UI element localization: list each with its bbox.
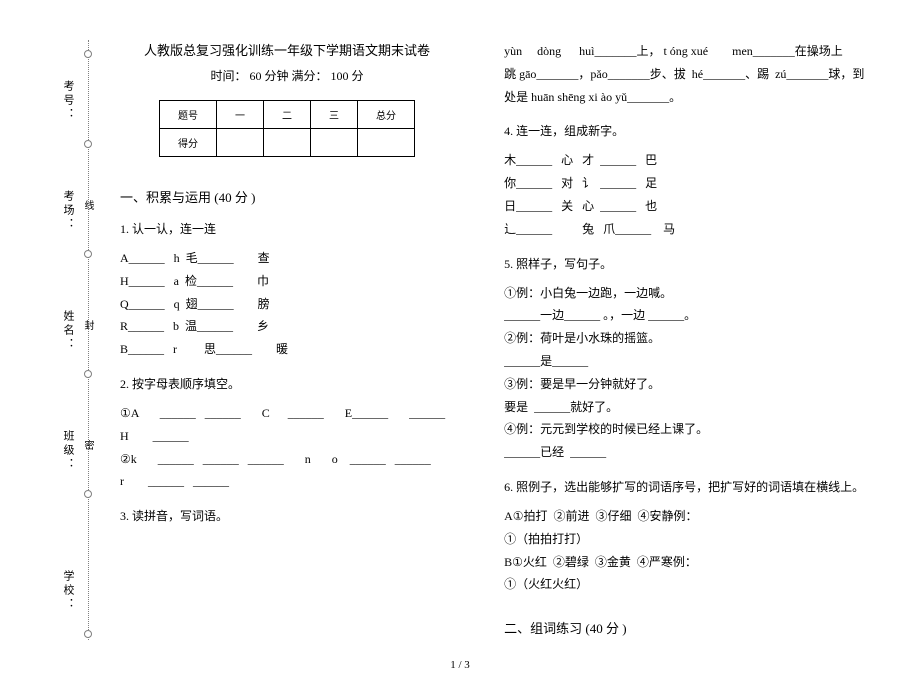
- q2-line: ①A ______ ______ C ______ E______ ______: [120, 402, 454, 425]
- question-1: 1. 认一认，连一连: [120, 220, 454, 237]
- pinyin-line: 跳 gāo_______，pǎo_______步、拔 hé_______、踢 z…: [504, 63, 910, 86]
- q2-line: ②k ______ ______ ______ n o ______ _____…: [120, 448, 454, 471]
- question-3: 3. 读拼音，写词语。: [120, 507, 454, 524]
- binding-edge: 考号： 考场： 姓名： 班级： 学校： 线封密: [0, 0, 95, 681]
- binding-circle: [84, 490, 92, 498]
- q1-line: H______ a 检______ 巾: [120, 270, 454, 293]
- exam-title: 人教版总复习强化训练一年级下学期语文期末试卷: [120, 40, 454, 59]
- q4-line: 辶______ 兔 爪______ 马: [504, 218, 910, 241]
- column-right: yùn dòng huì_______上， t óng xué men_____…: [504, 40, 920, 681]
- question-5: 5. 照样子，写句子。: [504, 255, 910, 272]
- pinyin-line: yùn dòng huì_______上， t óng xué men_____…: [504, 40, 910, 63]
- binding-label: 学校：: [60, 570, 76, 612]
- q1-line: A______ h 毛______ 查: [120, 247, 454, 270]
- binding-circle: [84, 630, 92, 638]
- q5-line: ②例：荷叶是小水珠的摇篮。: [504, 327, 910, 350]
- binding-label: 考号：: [60, 80, 76, 122]
- q5-line: ______是______: [504, 350, 910, 373]
- score-header-cell: 总分: [358, 101, 415, 129]
- question-2: 2. 按字母表顺序填空。: [120, 375, 454, 392]
- binding-circle: [84, 370, 92, 378]
- q1-line: Q______ q 翅______ 膀: [120, 293, 454, 316]
- binding-seal-char: 封: [80, 320, 95, 330]
- q5-line: ③例：要是早一分钟就好了。: [504, 373, 910, 396]
- column-left: 人教版总复习强化训练一年级下学期语文期末试卷 时间： 60 分钟 满分： 100…: [120, 40, 464, 681]
- exam-subtitle: 时间： 60 分钟 满分： 100 分: [120, 67, 454, 84]
- binding-label: 姓名：: [60, 310, 76, 352]
- binding-circle: [84, 50, 92, 58]
- dotted-fold-line: [88, 40, 89, 640]
- binding-label: 班级：: [60, 430, 76, 472]
- q4-line: 木______ 心 才 ______ 巴: [504, 149, 910, 172]
- binding-label: 考场：: [60, 190, 76, 232]
- score-blank-cell: [264, 129, 311, 157]
- score-blank-cell: [358, 129, 415, 157]
- score-row-label: 得分: [160, 129, 217, 157]
- q5-line: ______已经 ______: [504, 441, 910, 464]
- section-2-heading: 二、组词练习 (40 分 ): [504, 618, 910, 637]
- binding-seal-char: 线: [80, 200, 95, 210]
- binding-seal-char: 密: [80, 440, 95, 450]
- q5-line: ④例：元元到学校的时候已经上课了。: [504, 418, 910, 441]
- q5-line: ①例：小白兔一边跑，一边喊。: [504, 282, 910, 305]
- q5-line: ______一边______ 。，一边 ______。: [504, 304, 910, 327]
- page-number: 1 / 3: [0, 659, 920, 671]
- q2-line: r ______ ______: [120, 470, 454, 493]
- binding-circle: [84, 250, 92, 258]
- section-1-heading: 一、积累与运用 (40 分 ): [120, 187, 454, 206]
- score-header-cell: 题号: [160, 101, 217, 129]
- score-blank-cell: [217, 129, 264, 157]
- q1-line: R______ b 温______ 乡: [120, 315, 454, 338]
- score-header-cell: 三: [311, 101, 358, 129]
- score-header-cell: 二: [264, 101, 311, 129]
- q6-line: A①拍打 ②前进 ③仔细 ④安静例：: [504, 505, 910, 528]
- page-content: 人教版总复习强化训练一年级下学期语文期末试卷 时间： 60 分钟 满分： 100…: [120, 40, 920, 681]
- q6-line: B①火红 ②碧绿 ③金黄 ④严寒例：: [504, 551, 910, 574]
- q4-line: 日______ 关 心 ______ 也: [504, 195, 910, 218]
- q6-line: ①（拍拍打打）: [504, 528, 910, 551]
- q4-line: 你______ 对 讠 ______ 足: [504, 172, 910, 195]
- q6-line: ①（火红火红）: [504, 573, 910, 596]
- binding-circle: [84, 140, 92, 148]
- q2-line: H ______: [120, 425, 454, 448]
- score-header-cell: 一: [217, 101, 264, 129]
- question-6: 6. 照例子，选出能够扩写的词语序号，把扩写好的词语填在横线上。: [504, 478, 910, 495]
- score-table: 题号一二三总分 得分: [159, 100, 415, 157]
- pinyin-line: 处是 huān shēng xi ào yǔ_______。: [504, 86, 910, 109]
- q5-line: 要是 ______就好了。: [504, 396, 910, 419]
- q1-line: B______ r 思______ 暖: [120, 338, 454, 361]
- score-blank-cell: [311, 129, 358, 157]
- question-4: 4. 连一连，组成新字。: [504, 122, 910, 139]
